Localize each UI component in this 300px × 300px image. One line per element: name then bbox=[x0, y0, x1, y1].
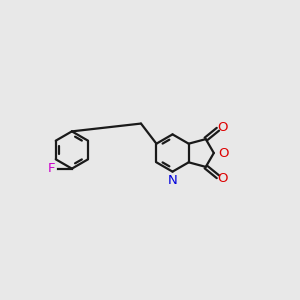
Text: O: O bbox=[217, 121, 227, 134]
Text: F: F bbox=[48, 162, 56, 175]
Text: O: O bbox=[217, 172, 227, 185]
Text: N: N bbox=[168, 174, 177, 187]
Text: O: O bbox=[218, 146, 229, 160]
